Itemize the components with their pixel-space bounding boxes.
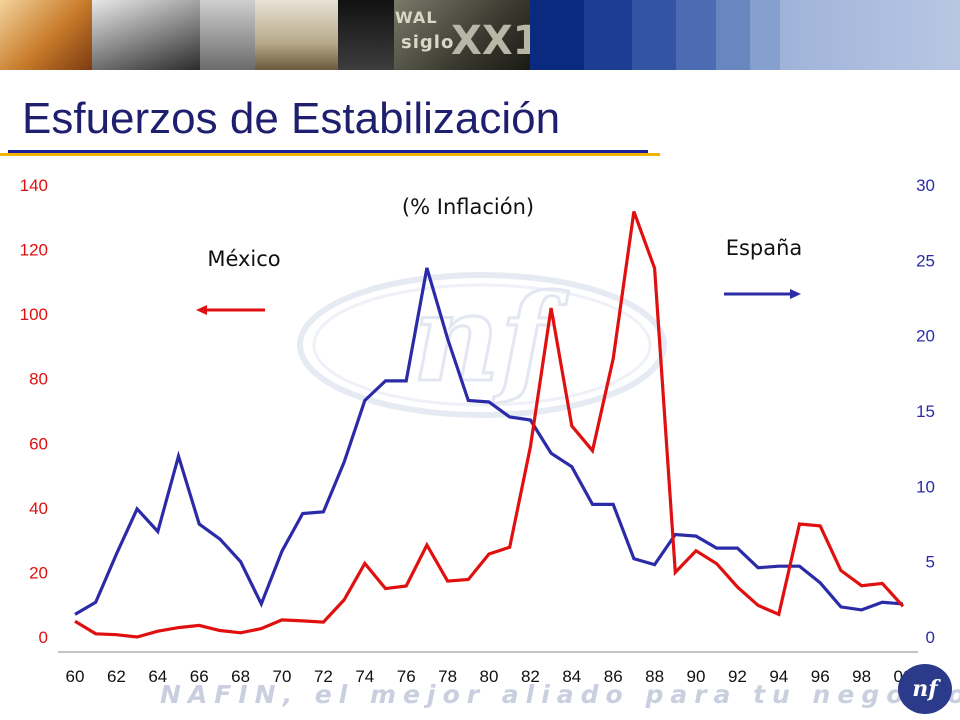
series-layer [74,210,905,639]
title-underline [8,150,648,153]
banner-stripe [750,0,780,70]
x-axis-ticks: 60 62 64 66 68 70 72 74 76 78 80 82 84 86 88 90 92 94 96 98… [66,667,913,686]
right-axis-tick-label: 10 [916,477,935,496]
banner-photo-siglo-xxi [394,0,530,70]
series-line-espana [74,267,904,616]
page-title: Esfuerzos de Estabilización [22,94,561,143]
right-axis-tick-label: 15 [916,402,935,421]
title-underline-accent [0,153,660,156]
banner-text-b: siglo [401,32,455,53]
mexico-arrowhead-icon [196,305,207,315]
banner-photo-telescope [92,0,200,70]
right-axis-tick-label: 30 [916,176,935,195]
svg-text:nf: nf [413,270,569,409]
banner-stripe [584,0,632,70]
banner-photo-woman [0,0,92,70]
left-axis-ticks: 0 20 40 60 80 100 120 140 [20,176,48,647]
banner-text-c: XX1 [451,18,541,64]
x-axis-tick-label: 96 [811,667,830,686]
x-axis-tick-label: 66 [190,667,209,686]
left-axis-tick-label: 60 [29,434,48,453]
x-axis-tick-label: 84 [562,667,581,686]
x-axis-tick-label: 60 [66,667,85,686]
left-axis-tick-label: 100 [20,305,48,324]
x-axis-tick-label: 88 [645,667,664,686]
right-axis-tick-label: 5 [926,553,935,572]
x-axis-tick-label: 68 [231,667,250,686]
banner-photo-traffic-light [338,0,394,70]
banner-photo-phone [200,0,255,70]
right-axis-ticks: 0 5 10 15 20 25 30 [916,176,935,647]
left-axis-tick-label: 80 [29,370,48,389]
espana-label: España [726,236,803,260]
x-axis-tick-label: 64 [148,667,167,686]
x-axis-tick-label: 72 [314,667,333,686]
x-axis-tick-label: 80 [480,667,499,686]
header-banner: WAL siglo XX1 [0,0,960,70]
left-axis-tick-label: 140 [20,176,48,195]
x-axis-tick-label: 70 [273,667,292,686]
x-axis-tick-label: 74 [355,667,374,686]
mexico-label: México [207,247,280,271]
x-axis-tick-label: 82 [521,667,540,686]
banner-stripe [716,0,750,70]
x-axis-tick-label: 92 [728,667,747,686]
x-axis-tick-label: 62 [107,667,126,686]
x-axis-tick-label: 78 [438,667,457,686]
x-axis-tick-label: 76 [397,667,416,686]
x-axis-tick-label: 90 [687,667,706,686]
right-axis-tick-label: 20 [916,327,935,346]
banner-stripe [676,0,716,70]
right-axis-tick-label: 25 [916,251,935,270]
left-axis-tick-label: 120 [20,241,48,260]
x-axis-tick-label: 94 [769,667,788,686]
banner-stripe [530,0,584,70]
banner-stripe [632,0,676,70]
x-axis-tick-label: 86 [604,667,623,686]
footer-slogan: NAFIN, el mejor aliado para tu negocio [160,680,960,709]
banner-photo-laptop [255,0,338,70]
x-axis-tick-label: 98 [852,667,871,686]
nafin-watermark-logo: nf [297,270,667,418]
banner-stripe [780,0,960,70]
chart-title: (% Inflación) [402,195,534,219]
right-axis-tick-label: 0 [926,628,935,647]
left-axis-tick-label: 20 [29,563,48,582]
series-line-mexico [74,210,905,639]
nafin-logo: nf [898,664,952,714]
left-axis-tick-label: 0 [39,628,48,647]
banner-text-a: WAL [395,8,438,27]
left-axis-tick-label: 40 [29,499,48,518]
espana-arrowhead-icon [790,289,801,299]
